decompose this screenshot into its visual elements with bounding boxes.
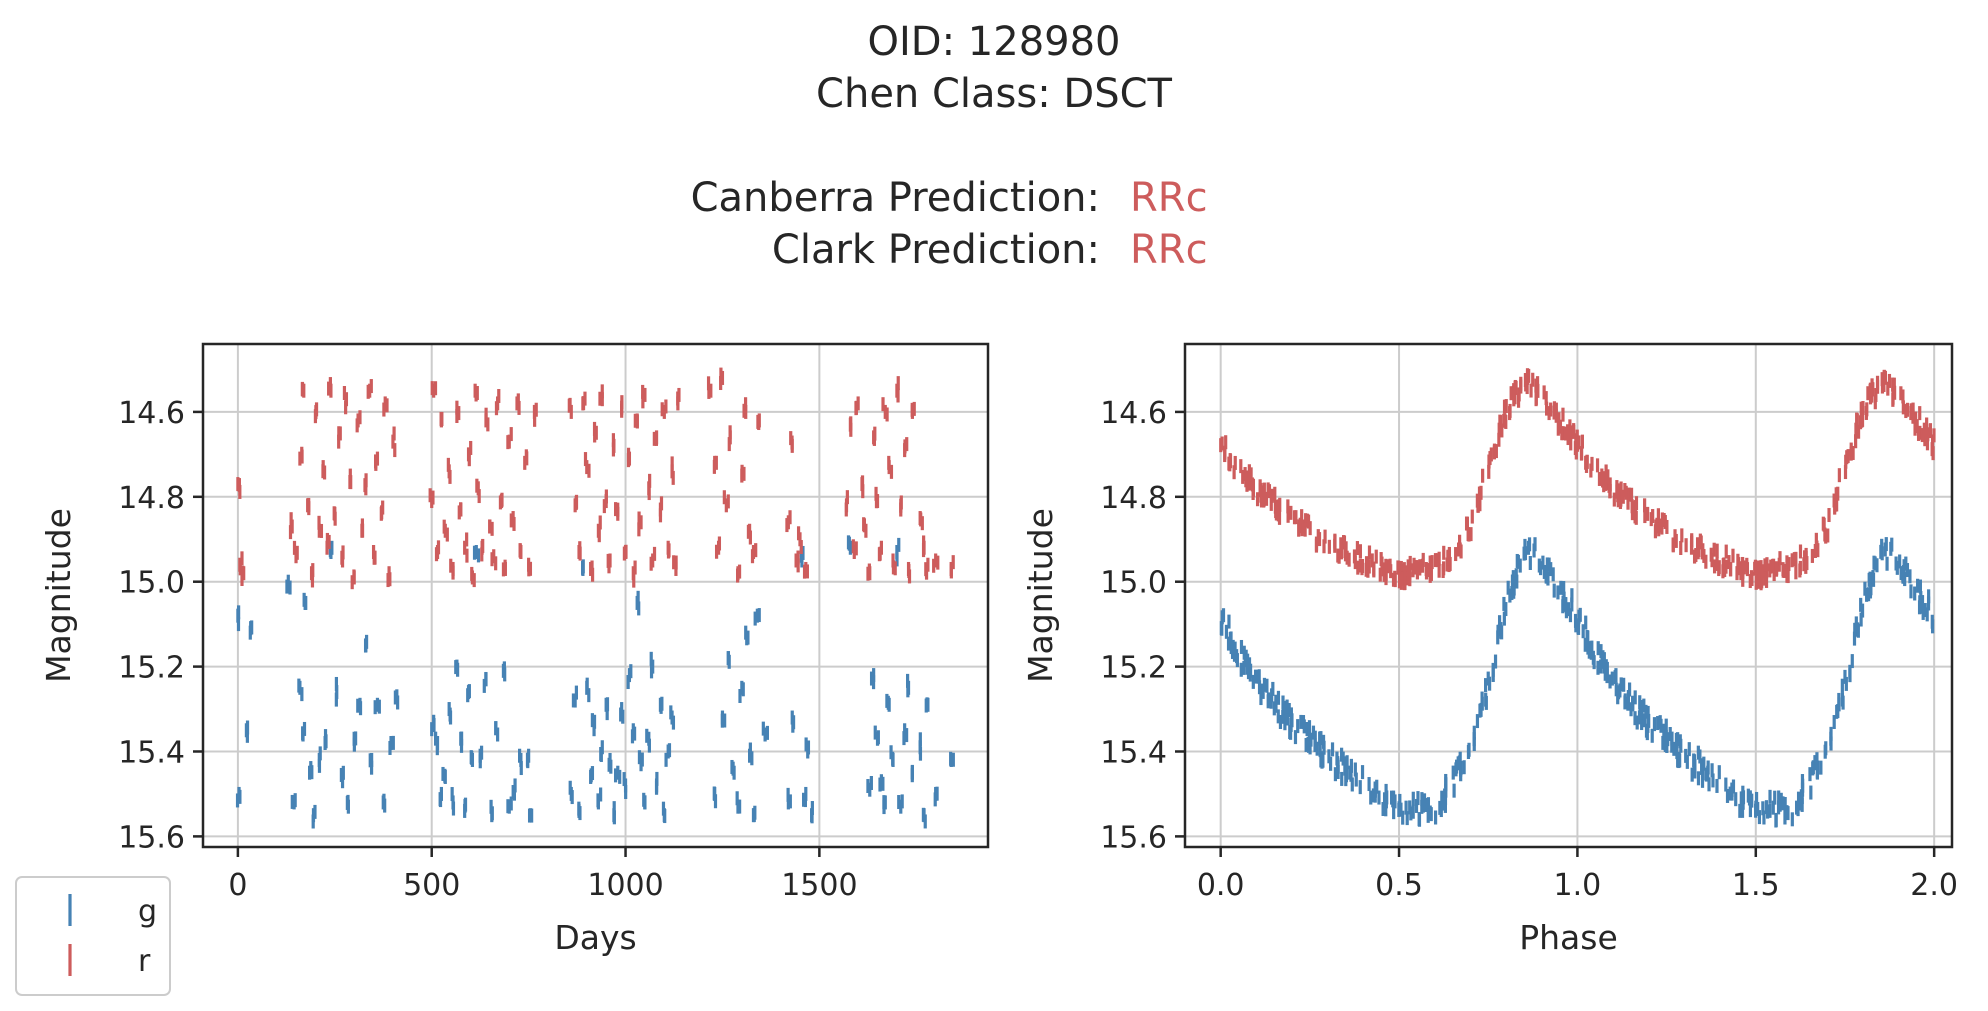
y-tick-label: 15.0 xyxy=(118,566,185,601)
x-tick-label: 1.5 xyxy=(1732,868,1780,903)
y-axis-label: Magnitude xyxy=(39,508,78,683)
x-axis-label: Phase xyxy=(1519,918,1618,957)
x-tick-label: 1.0 xyxy=(1554,868,1602,903)
y-tick-label: 14.8 xyxy=(1100,481,1167,516)
plot-frame xyxy=(1183,342,1954,849)
chart-panel-1: 0 500 1000 1500 14.6 14.8 15.0 15.2 15.4 15.6 Days… xyxy=(39,342,990,957)
legend-label-r: r xyxy=(138,944,151,979)
legend-label-g: g xyxy=(138,894,157,929)
y-tick-label: 14.6 xyxy=(1100,396,1167,431)
x-axis-label: Days xyxy=(554,918,636,957)
y-tick-label: 15.2 xyxy=(1100,651,1167,686)
x-tick-label: 2.0 xyxy=(1910,868,1958,903)
x-tick-label: 0.5 xyxy=(1375,868,1423,903)
y-tick-label: 15.6 xyxy=(1100,820,1167,855)
data-points xyxy=(1219,368,1936,828)
x-tick-label: 1000 xyxy=(587,868,663,903)
legend-box xyxy=(15,876,171,996)
x-tick-label: 0.0 xyxy=(1197,868,1245,903)
plot-frame xyxy=(201,342,990,849)
y-tick-label: 15.6 xyxy=(118,820,185,855)
clark-prediction-label: Clark Prediction: xyxy=(771,227,1100,273)
y-tick-label: 14.8 xyxy=(118,481,185,516)
clark-prediction-value: RRc xyxy=(1130,227,1208,273)
y-tick-label: 15.0 xyxy=(1100,566,1167,601)
y-tick-label: 15.4 xyxy=(118,735,185,770)
data-points xyxy=(235,367,955,829)
y-tick-label: 15.4 xyxy=(1100,735,1167,770)
legend: gr xyxy=(15,876,171,996)
y-axis-label: Magnitude xyxy=(1021,508,1060,683)
x-tick-label: 500 xyxy=(403,868,460,903)
x-tick-label: 1500 xyxy=(781,868,857,903)
canberra-prediction-label: Canberra Prediction: xyxy=(690,175,1100,221)
chart-title-oid: OID: 128980 xyxy=(867,19,1121,65)
y-tick-label: 15.2 xyxy=(118,651,185,686)
y-tick-label: 14.6 xyxy=(118,396,185,431)
canberra-prediction-value: RRc xyxy=(1130,175,1208,221)
x-tick-label: 0 xyxy=(228,868,247,903)
chart-title-class: Chen Class: DSCT xyxy=(816,71,1172,117)
chart-panel-2: 0.0 0.5 1.0 1.5 2.0 14.6 14.8 15.0 15.2 15.4 15.6 P… xyxy=(1021,342,1958,957)
